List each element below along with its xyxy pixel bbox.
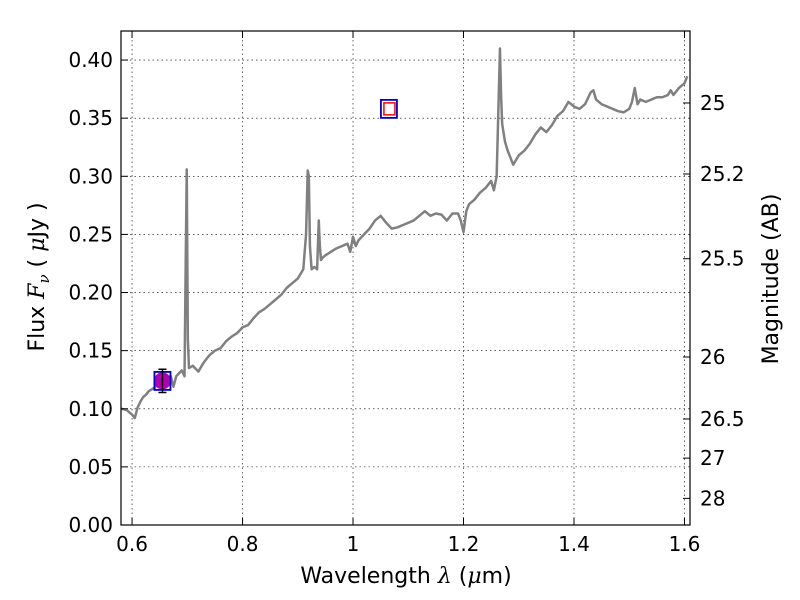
ticks: 0.6 0.8 1 1.2 1.4 1.6 0.00 0.05 0.10 0.15 0.20 0.25… [68,31,745,556]
y2-tick-label: 25.2 [700,162,745,186]
x-tick-label: 1.2 [448,532,480,556]
photometry-points [153,98,398,394]
y-tick-label: 0.25 [68,222,113,246]
y-tick-label: 0.10 [68,397,113,421]
photometry-box [380,98,398,119]
y2-tick-label: 25 [700,91,725,115]
series-layer [121,47,689,420]
y2-tick-label: 26 [700,345,725,369]
x-tick-label: 1 [347,532,360,556]
spectrum-line [121,47,689,420]
y-axis-label: Flux Fν ( μJy ) [25,202,53,351]
y-tick-label: 0.15 [68,339,113,363]
x-axis-label: Wavelength λ (μm) [300,564,511,589]
y-tick-label: 0.05 [68,455,113,479]
y2-tick-label: 26.5 [700,407,745,431]
y2-tick-label: 27 [700,446,725,470]
y-tick-label: 0.40 [68,48,113,72]
photometry-point-2 [380,98,398,119]
y2-axis-label: Magnitude (AB) [759,194,784,365]
x-tick-label: 1.6 [669,532,701,556]
y-tick-label: 0.35 [68,106,113,130]
plot-frame [120,30,691,526]
y-tick-label: 0.30 [68,164,113,188]
photometry-marker [383,102,396,116]
x-tick-label: 0.6 [116,532,148,556]
y2-tick-label: 28 [700,486,725,510]
x-tick-label: 1.4 [558,532,590,556]
photometry-point-1 [153,368,172,394]
x-tick-label: 0.8 [227,532,259,556]
y2-tick-label: 25.5 [700,247,745,271]
y-tick-label: 0.00 [68,513,113,537]
y-tick-label: 0.20 [68,281,113,305]
